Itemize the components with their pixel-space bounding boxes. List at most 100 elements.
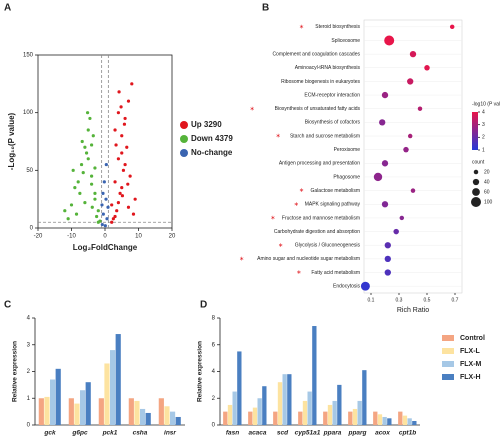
point [93,191,97,195]
point [122,122,127,126]
marker-star: ∗ [299,188,304,194]
point [78,191,82,195]
bar [170,411,176,425]
y-tick-label: 6 [212,342,216,348]
bar [223,411,228,425]
point [101,212,105,216]
x-tick-label: gck [43,430,56,437]
bar [50,379,56,425]
panel-label: B [262,3,269,14]
point [110,203,114,207]
point [81,171,85,175]
bar [337,384,342,425]
point [79,162,84,167]
point [110,220,114,224]
x-tick-label: 10 [135,234,142,240]
dot [384,255,391,263]
panel-label: C [4,300,11,311]
point [102,180,106,184]
point [113,180,117,184]
category-label: Galactose metabolism [311,188,360,194]
legend-swatch [442,374,454,380]
legend-label: No-change [191,148,233,157]
bar [387,418,392,425]
marker-star: ∗ [239,256,244,262]
dot [417,106,423,111]
point [105,217,109,221]
bar [323,411,328,425]
bar [104,363,110,425]
marker-star: ∗ [270,216,275,222]
point [80,139,84,144]
colorbar-label: 1 [482,147,485,153]
bar [377,414,383,425]
point [90,205,94,209]
bar [298,411,303,425]
point [131,212,136,216]
legend-label: FLX-L [460,348,481,355]
colorbar-label: 2 [482,135,485,141]
bar [38,398,44,425]
bar [307,391,312,425]
x-tick-label: ppara [323,430,342,437]
bar [175,416,181,425]
category-label: Fatty acid metabolism [311,270,360,276]
legend-swatch [442,348,454,354]
y-tick-label: 50 [26,168,33,174]
bar [302,400,308,425]
bar [227,404,233,425]
category-label: Steroid biosynthesis [315,24,360,30]
bar [44,396,50,425]
x-tick-label: cpt1b [399,430,416,437]
point [66,217,70,221]
bar [402,415,408,425]
category-label: Ribosome biogenesis in eukaryotes [281,79,360,85]
bar [257,398,262,425]
dot [379,119,386,126]
legend-label: Down 4379 [191,134,233,143]
bar [74,403,80,425]
bar [128,398,134,425]
point [103,224,107,228]
x-tick-label: cyp51a1 [295,430,321,437]
point [63,209,67,213]
category-label: Spliceosome [331,38,360,44]
x-tick-label: acox [375,430,390,437]
category-label: Antigen processing and presentation [279,161,360,167]
point [133,197,137,201]
y-tick-label: 3 [27,342,31,348]
point [104,197,108,201]
legend-label: FLX-M [460,361,482,368]
bar [55,368,61,425]
marker-star: ∗ [276,134,281,140]
marker-star: ∗ [278,243,283,249]
colorbar-label: 3 [482,122,485,128]
x-tick-label: 0.5 [424,297,431,303]
panel-label: D [200,300,207,311]
bar [357,400,362,425]
point [123,162,127,167]
point [128,174,132,178]
point [93,197,97,201]
y-tick-label: 0 [30,226,34,232]
point [115,209,119,213]
dot [384,242,391,249]
point [95,214,99,219]
plot-frame [37,54,173,229]
category-label: Fructose and mannose metabolism [282,215,360,221]
y-axis-title: -Log₁₀(P value) [7,112,16,170]
marker-star: ∗ [250,106,255,112]
size-legend-label: 100 [484,199,493,205]
dot [424,65,430,71]
category-label: Aminoacyl-tRNA biosynthesis [295,65,361,71]
bar [164,406,170,425]
point [86,157,90,161]
point [84,151,89,155]
category-label: Peroxisome [334,147,361,153]
size-legend-label: 40 [484,179,490,185]
y-tick-label: 4 [27,316,31,322]
panel-label: A [4,3,11,14]
size-legend-title: count [472,159,485,165]
bar [262,386,267,425]
